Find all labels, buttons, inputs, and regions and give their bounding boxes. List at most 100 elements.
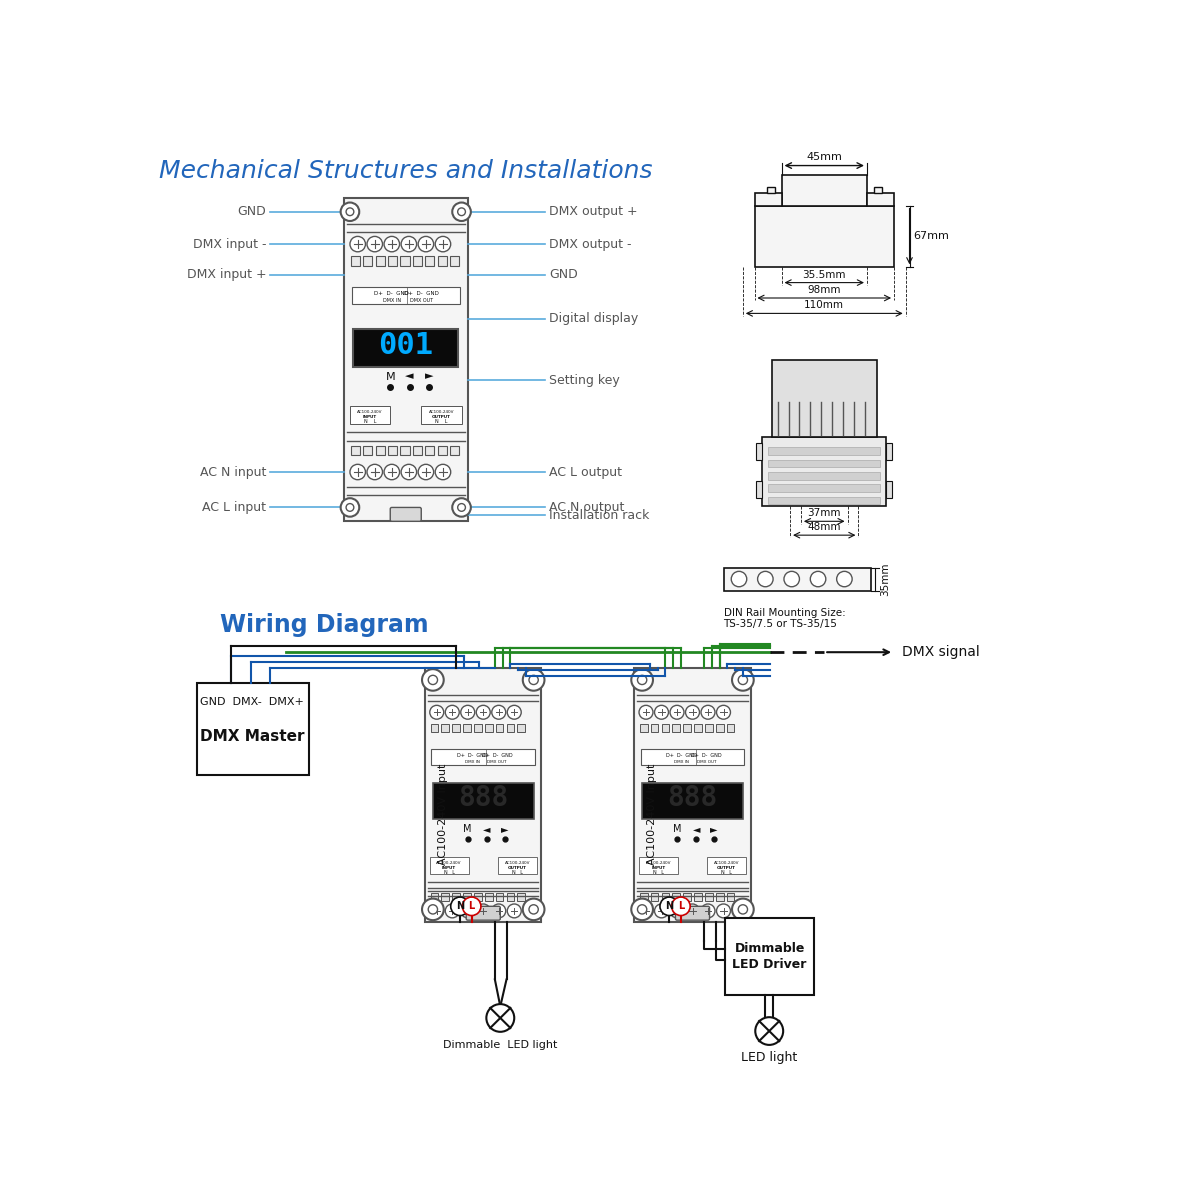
Text: ►: ► <box>710 824 718 834</box>
Circle shape <box>401 236 416 252</box>
Circle shape <box>486 1004 515 1032</box>
Text: DMX signal: DMX signal <box>901 646 979 659</box>
Text: D+  D-  GND: D+ D- GND <box>482 752 512 758</box>
FancyBboxPatch shape <box>390 508 421 521</box>
Circle shape <box>529 676 539 684</box>
Circle shape <box>810 571 826 587</box>
Text: LED Driver: LED Driver <box>732 958 806 971</box>
Bar <box>425 667 541 922</box>
Bar <box>768 497 880 504</box>
Text: AC100-240V Input: AC100-240V Input <box>647 763 658 864</box>
Text: OUTPUT: OUTPUT <box>508 866 527 870</box>
Bar <box>431 893 438 901</box>
Circle shape <box>428 905 438 914</box>
Text: DMX Master: DMX Master <box>200 730 305 744</box>
Bar <box>517 893 526 901</box>
Circle shape <box>660 898 678 916</box>
Circle shape <box>685 904 700 918</box>
FancyBboxPatch shape <box>466 906 500 920</box>
Circle shape <box>654 706 668 719</box>
Bar <box>496 724 504 732</box>
Circle shape <box>476 706 491 719</box>
Circle shape <box>430 706 444 719</box>
Bar <box>640 893 648 901</box>
Bar <box>376 257 385 265</box>
Bar <box>768 448 880 455</box>
Text: 67mm: 67mm <box>913 232 949 241</box>
Bar <box>704 893 713 901</box>
Bar <box>413 446 422 455</box>
Bar <box>425 257 434 265</box>
Text: Dimmable  LED light: Dimmable LED light <box>443 1040 558 1050</box>
Circle shape <box>508 706 521 719</box>
Text: 98mm: 98mm <box>808 284 841 295</box>
Text: N   L: N L <box>721 870 732 875</box>
Bar <box>704 724 713 732</box>
Circle shape <box>701 904 715 918</box>
Circle shape <box>341 498 359 517</box>
Circle shape <box>670 904 684 918</box>
Bar <box>431 749 535 764</box>
Text: M: M <box>463 824 472 834</box>
Text: M: M <box>385 372 395 382</box>
Bar <box>433 784 534 818</box>
Circle shape <box>654 904 668 918</box>
Bar <box>506 724 515 732</box>
Circle shape <box>367 464 383 480</box>
Text: DMX IN: DMX IN <box>383 298 401 302</box>
Circle shape <box>457 208 466 216</box>
Bar <box>197 683 308 775</box>
Text: Installation rack: Installation rack <box>550 509 649 522</box>
Bar <box>364 257 372 265</box>
Bar <box>401 257 409 265</box>
Bar <box>756 481 762 498</box>
Text: AC100-240V: AC100-240V <box>646 862 671 865</box>
Bar <box>672 893 680 901</box>
Text: DMX IN: DMX IN <box>464 760 480 763</box>
Bar <box>496 893 504 901</box>
Circle shape <box>350 236 366 252</box>
Bar <box>781 175 866 205</box>
Bar <box>724 568 871 590</box>
Circle shape <box>367 236 383 252</box>
Bar <box>767 187 775 193</box>
Text: DMX IN: DMX IN <box>674 760 689 763</box>
Bar <box>450 257 460 265</box>
Circle shape <box>452 498 470 517</box>
Text: N    L: N L <box>436 419 448 424</box>
Text: GND  DMX-  DMX+: GND DMX- DMX+ <box>200 697 305 707</box>
Text: 888: 888 <box>458 785 509 812</box>
Circle shape <box>384 464 400 480</box>
Text: DMX input +: DMX input + <box>187 269 266 281</box>
Bar <box>683 724 691 732</box>
Circle shape <box>631 670 653 691</box>
Text: DMX OUT: DMX OUT <box>697 760 716 763</box>
Bar <box>421 406 462 425</box>
Circle shape <box>685 706 700 719</box>
Circle shape <box>508 904 521 918</box>
Bar <box>442 724 449 732</box>
Bar <box>874 187 882 193</box>
Circle shape <box>452 203 470 221</box>
Bar <box>498 857 536 874</box>
Bar <box>727 893 734 901</box>
Bar <box>425 446 434 455</box>
Circle shape <box>462 898 481 916</box>
Bar <box>683 893 691 901</box>
Text: AC100-240V: AC100-240V <box>358 410 383 414</box>
Circle shape <box>784 571 799 587</box>
Circle shape <box>422 670 444 691</box>
Text: ◄: ◄ <box>484 824 491 834</box>
Bar <box>413 257 422 265</box>
Bar <box>364 446 372 455</box>
Bar <box>661 724 670 732</box>
Bar <box>463 893 470 901</box>
Bar <box>506 893 515 901</box>
Text: DMX output -: DMX output - <box>550 238 631 251</box>
Text: AC100-240V: AC100-240V <box>437 862 462 865</box>
Text: Digital display: Digital display <box>550 312 638 325</box>
Bar <box>715 724 724 732</box>
Bar <box>755 193 781 205</box>
Circle shape <box>430 904 444 918</box>
Circle shape <box>384 236 400 252</box>
